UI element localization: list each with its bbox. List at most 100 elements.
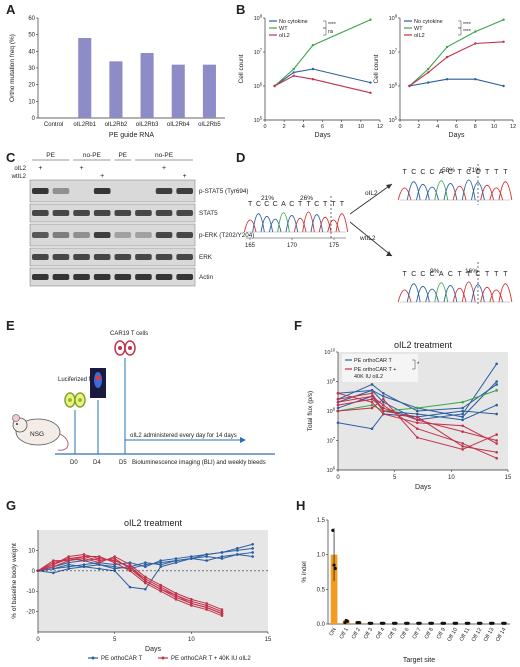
- g-point: [205, 602, 208, 605]
- f-point: [382, 409, 385, 413]
- c-blot-strip: [29, 179, 196, 203]
- c-band: [32, 210, 49, 216]
- g-point: [113, 563, 116, 566]
- d-bottom-base: C: [430, 271, 435, 278]
- d-bottom-peak: [406, 283, 421, 303]
- g-point: [159, 565, 162, 569]
- c-group-label: PE: [46, 152, 55, 159]
- d-bottom-base: T: [457, 271, 462, 278]
- g-point: [98, 555, 101, 558]
- h-x-tick-label: Off 1: [339, 627, 350, 640]
- g-point: [205, 606, 208, 609]
- f-legend-label: 40K IU oIL2: [354, 374, 383, 380]
- h-x-tick-label: Off 3: [363, 627, 374, 640]
- c-band: [32, 254, 49, 260]
- g-point: [144, 563, 147, 566]
- d-left-peak: [310, 214, 324, 233]
- d-left-base: T: [248, 201, 253, 208]
- f-series-line: [337, 381, 498, 418]
- h-point: [394, 621, 398, 625]
- g-point: [251, 555, 254, 558]
- g-point: [52, 563, 55, 566]
- c-band-label: ERK: [199, 254, 213, 261]
- d-axis-tick-label: 165: [245, 243, 256, 249]
- c-band: [114, 232, 132, 238]
- h-x-tick-label: Off 10: [446, 627, 459, 643]
- c-oil2-mark: +: [162, 165, 166, 172]
- f-point: [461, 448, 464, 451]
- g-point: [82, 563, 86, 566]
- g-point: [113, 557, 116, 560]
- g-point: [220, 614, 224, 617]
- g-point: [98, 561, 101, 564]
- c-band: [52, 274, 70, 280]
- g-point: [144, 575, 147, 579]
- g-point: [113, 561, 116, 564]
- f-legend-box: [342, 354, 418, 382]
- f-series-line: [337, 395, 497, 421]
- f-point: [382, 394, 385, 398]
- f-point: [336, 392, 340, 395]
- h-y-tick-label: 1.5: [317, 518, 326, 524]
- g-y-tick-label: -20: [26, 610, 35, 616]
- mouse-label: NSG: [30, 431, 44, 438]
- f-x-tick-label: 0: [336, 475, 340, 481]
- f-point: [416, 418, 419, 422]
- d-bottom-peak: [489, 289, 504, 303]
- h-x-tick-label: Off 6: [399, 627, 410, 640]
- f-point: [382, 403, 385, 407]
- g-point: [220, 555, 224, 558]
- f-point: [370, 400, 374, 404]
- g-point: [82, 565, 86, 569]
- d-arrowhead-top: [386, 184, 392, 189]
- f-point: [461, 406, 464, 410]
- h-x-tick-label: ON: [328, 627, 337, 637]
- g-point: [144, 577, 147, 581]
- g-point: [159, 561, 162, 564]
- c-blot-strip: [29, 267, 196, 287]
- h-y-tick-label: 0.0: [317, 622, 326, 628]
- g-point: [236, 547, 239, 550]
- d-top-peak: [489, 187, 504, 201]
- c-band: [114, 210, 132, 216]
- g-point: [113, 567, 116, 571]
- d-left-peak: [243, 219, 257, 233]
- c-band: [73, 254, 90, 260]
- g-point: [236, 549, 239, 552]
- d-arrowhead-bottom: [386, 251, 392, 256]
- d-top-peak: [471, 182, 485, 201]
- d-top-peak: [397, 187, 412, 201]
- f-series-line: [337, 398, 497, 441]
- d-top-base: C: [430, 169, 435, 176]
- d-left-peak: [327, 219, 340, 233]
- d-bottom-base: C: [448, 271, 453, 278]
- panel-label-h: H: [296, 498, 306, 513]
- g-legend-marker: [161, 656, 165, 660]
- g-point: [159, 559, 162, 562]
- d-left-peak: [293, 217, 307, 233]
- f-point: [416, 409, 419, 413]
- panel-label-g: G: [6, 498, 17, 513]
- g-point: [67, 557, 70, 560]
- g-point: [190, 557, 193, 560]
- f-point: [495, 433, 498, 436]
- h-y-tick-label: 0.5: [317, 587, 326, 593]
- c-band-label: p-ERK (T202/Y204): [199, 232, 254, 239]
- h-point: [357, 621, 362, 625]
- d-left-pct-b: 26%: [300, 195, 313, 202]
- h-y-tick-label: 1.0: [317, 553, 326, 559]
- f-point: [495, 383, 498, 386]
- d-bottom-peak: [434, 282, 449, 303]
- c-blot-strip: [29, 203, 196, 223]
- d-top-base: T: [503, 169, 508, 176]
- d-left-peak: [277, 212, 290, 233]
- panel-label-e: E: [6, 318, 15, 333]
- h-y-axis-label: % indel: [301, 561, 308, 583]
- d-bottom-base: T: [485, 271, 490, 278]
- panel-label-b: B: [236, 2, 246, 17]
- d-left-pct-a: 21%: [261, 195, 274, 202]
- c-band: [73, 210, 90, 216]
- h-x-axis-label: Target site: [403, 657, 435, 664]
